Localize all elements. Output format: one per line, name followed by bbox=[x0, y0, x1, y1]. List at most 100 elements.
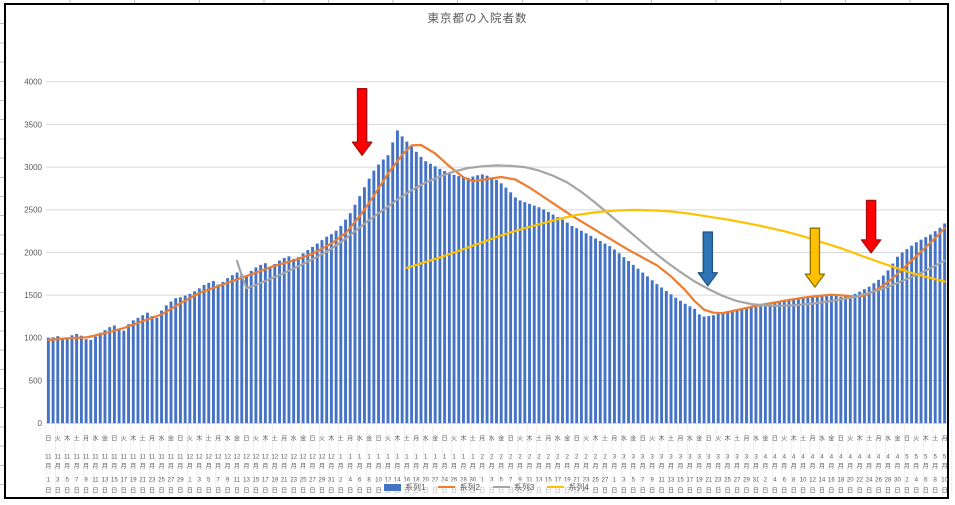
svg-text:月: 月 bbox=[357, 463, 363, 470]
svg-text:月: 月 bbox=[923, 463, 929, 470]
legend-item-series2[interactable]: 系列2 bbox=[438, 482, 480, 493]
svg-text:土: 土 bbox=[800, 435, 806, 443]
svg-text:水: 水 bbox=[159, 435, 165, 443]
svg-text:11: 11 bbox=[158, 455, 165, 461]
svg-text:土: 土 bbox=[338, 435, 344, 443]
y-tick-label: 1500 bbox=[24, 291, 42, 300]
svg-text:月: 月 bbox=[828, 463, 834, 470]
svg-text:2: 2 bbox=[528, 455, 532, 461]
y-tick-label: 3500 bbox=[24, 120, 42, 129]
svg-text:8: 8 bbox=[934, 478, 938, 484]
svg-text:日: 日 bbox=[668, 488, 674, 495]
svg-text:木: 木 bbox=[64, 435, 70, 443]
svg-text:18: 18 bbox=[838, 478, 845, 484]
svg-text:日: 日 bbox=[734, 488, 740, 495]
svg-text:12: 12 bbox=[385, 478, 392, 484]
svg-text:29: 29 bbox=[743, 478, 750, 484]
svg-text:11: 11 bbox=[168, 455, 175, 461]
legend-label-series1: 系列1 bbox=[405, 482, 426, 492]
svg-text:日: 日 bbox=[659, 488, 665, 495]
svg-text:月: 月 bbox=[479, 436, 485, 443]
svg-text:月: 月 bbox=[743, 463, 749, 470]
svg-text:9: 9 bbox=[226, 478, 230, 484]
svg-text:24: 24 bbox=[441, 478, 448, 484]
svg-text:月: 月 bbox=[734, 463, 740, 470]
svg-text:日: 日 bbox=[130, 488, 136, 495]
svg-text:1: 1 bbox=[396, 455, 400, 461]
svg-text:日: 日 bbox=[696, 488, 702, 495]
sheet-gridline-ticks-left bbox=[0, 5, 4, 500]
svg-text:月: 月 bbox=[234, 463, 240, 470]
svg-text:2: 2 bbox=[764, 478, 768, 484]
svg-text:2: 2 bbox=[509, 455, 513, 461]
legend-line-swatch-icon bbox=[438, 485, 456, 489]
svg-text:日: 日 bbox=[262, 488, 268, 495]
svg-text:8: 8 bbox=[792, 478, 796, 484]
svg-text:12: 12 bbox=[253, 455, 260, 461]
svg-text:月: 月 bbox=[338, 463, 344, 470]
svg-text:火: 火 bbox=[121, 436, 127, 443]
svg-text:月: 月 bbox=[687, 463, 693, 470]
svg-text:月: 月 bbox=[140, 463, 146, 470]
svg-text:日: 日 bbox=[309, 436, 315, 443]
svg-text:21: 21 bbox=[705, 478, 712, 484]
svg-text:月: 月 bbox=[130, 463, 136, 470]
svg-text:13: 13 bbox=[243, 478, 250, 484]
svg-text:31: 31 bbox=[753, 478, 760, 484]
svg-text:月: 月 bbox=[281, 463, 287, 470]
svg-text:水: 水 bbox=[291, 435, 297, 443]
legend-bar-swatch-icon bbox=[384, 483, 401, 491]
svg-text:金: 金 bbox=[828, 435, 834, 443]
svg-text:日: 日 bbox=[45, 488, 51, 495]
svg-text:28: 28 bbox=[460, 478, 467, 484]
svg-text:月: 月 bbox=[45, 463, 51, 470]
svg-text:土: 土 bbox=[272, 435, 278, 443]
svg-text:11: 11 bbox=[111, 455, 118, 461]
svg-text:23: 23 bbox=[149, 478, 156, 484]
svg-text:月: 月 bbox=[111, 463, 117, 470]
svg-text:日: 日 bbox=[55, 488, 61, 495]
svg-text:月: 月 bbox=[206, 463, 212, 470]
svg-text:12: 12 bbox=[224, 455, 231, 461]
svg-text:日: 日 bbox=[772, 488, 778, 495]
svg-text:12: 12 bbox=[300, 455, 307, 461]
svg-text:日: 日 bbox=[677, 488, 683, 495]
blue-down-arrow-march bbox=[697, 231, 719, 287]
svg-text:月: 月 bbox=[555, 463, 561, 470]
svg-text:4: 4 bbox=[820, 455, 824, 461]
svg-text:火: 火 bbox=[253, 436, 259, 443]
svg-text:水: 水 bbox=[753, 435, 759, 443]
svg-text:月: 月 bbox=[272, 463, 278, 470]
svg-text:7: 7 bbox=[75, 478, 79, 484]
svg-text:日: 日 bbox=[376, 488, 382, 495]
svg-text:月: 月 bbox=[659, 463, 665, 470]
svg-text:月: 月 bbox=[800, 463, 806, 470]
svg-text:11: 11 bbox=[130, 455, 137, 461]
legend-item-series1[interactable]: 系列1 bbox=[384, 482, 425, 493]
svg-text:日: 日 bbox=[291, 488, 297, 495]
svg-text:水: 水 bbox=[555, 435, 561, 443]
svg-text:水: 水 bbox=[819, 435, 825, 443]
svg-text:月: 月 bbox=[847, 463, 853, 470]
y-axis-tick-labels: 0 500 1000 1500 2000 2500 3000 3500 4000 bbox=[24, 78, 42, 428]
svg-text:日: 日 bbox=[885, 488, 891, 495]
legend-item-series4[interactable]: 系列4 bbox=[547, 482, 589, 493]
svg-text:6: 6 bbox=[924, 478, 928, 484]
svg-text:3: 3 bbox=[679, 455, 683, 461]
legend-item-series3[interactable]: 系列3 bbox=[492, 482, 534, 493]
svg-text:20: 20 bbox=[847, 478, 854, 484]
svg-text:3: 3 bbox=[707, 455, 711, 461]
svg-text:月: 月 bbox=[753, 463, 759, 470]
svg-text:月: 月 bbox=[347, 436, 353, 443]
svg-text:月: 月 bbox=[64, 463, 70, 470]
svg-text:水: 水 bbox=[489, 435, 495, 443]
svg-text:日: 日 bbox=[225, 488, 231, 495]
svg-text:日: 日 bbox=[253, 488, 259, 495]
svg-text:11: 11 bbox=[526, 478, 533, 484]
svg-text:月: 月 bbox=[423, 463, 429, 470]
svg-text:10: 10 bbox=[375, 478, 382, 484]
svg-text:12: 12 bbox=[271, 455, 278, 461]
svg-text:日: 日 bbox=[706, 488, 712, 495]
svg-text:4: 4 bbox=[773, 455, 777, 461]
